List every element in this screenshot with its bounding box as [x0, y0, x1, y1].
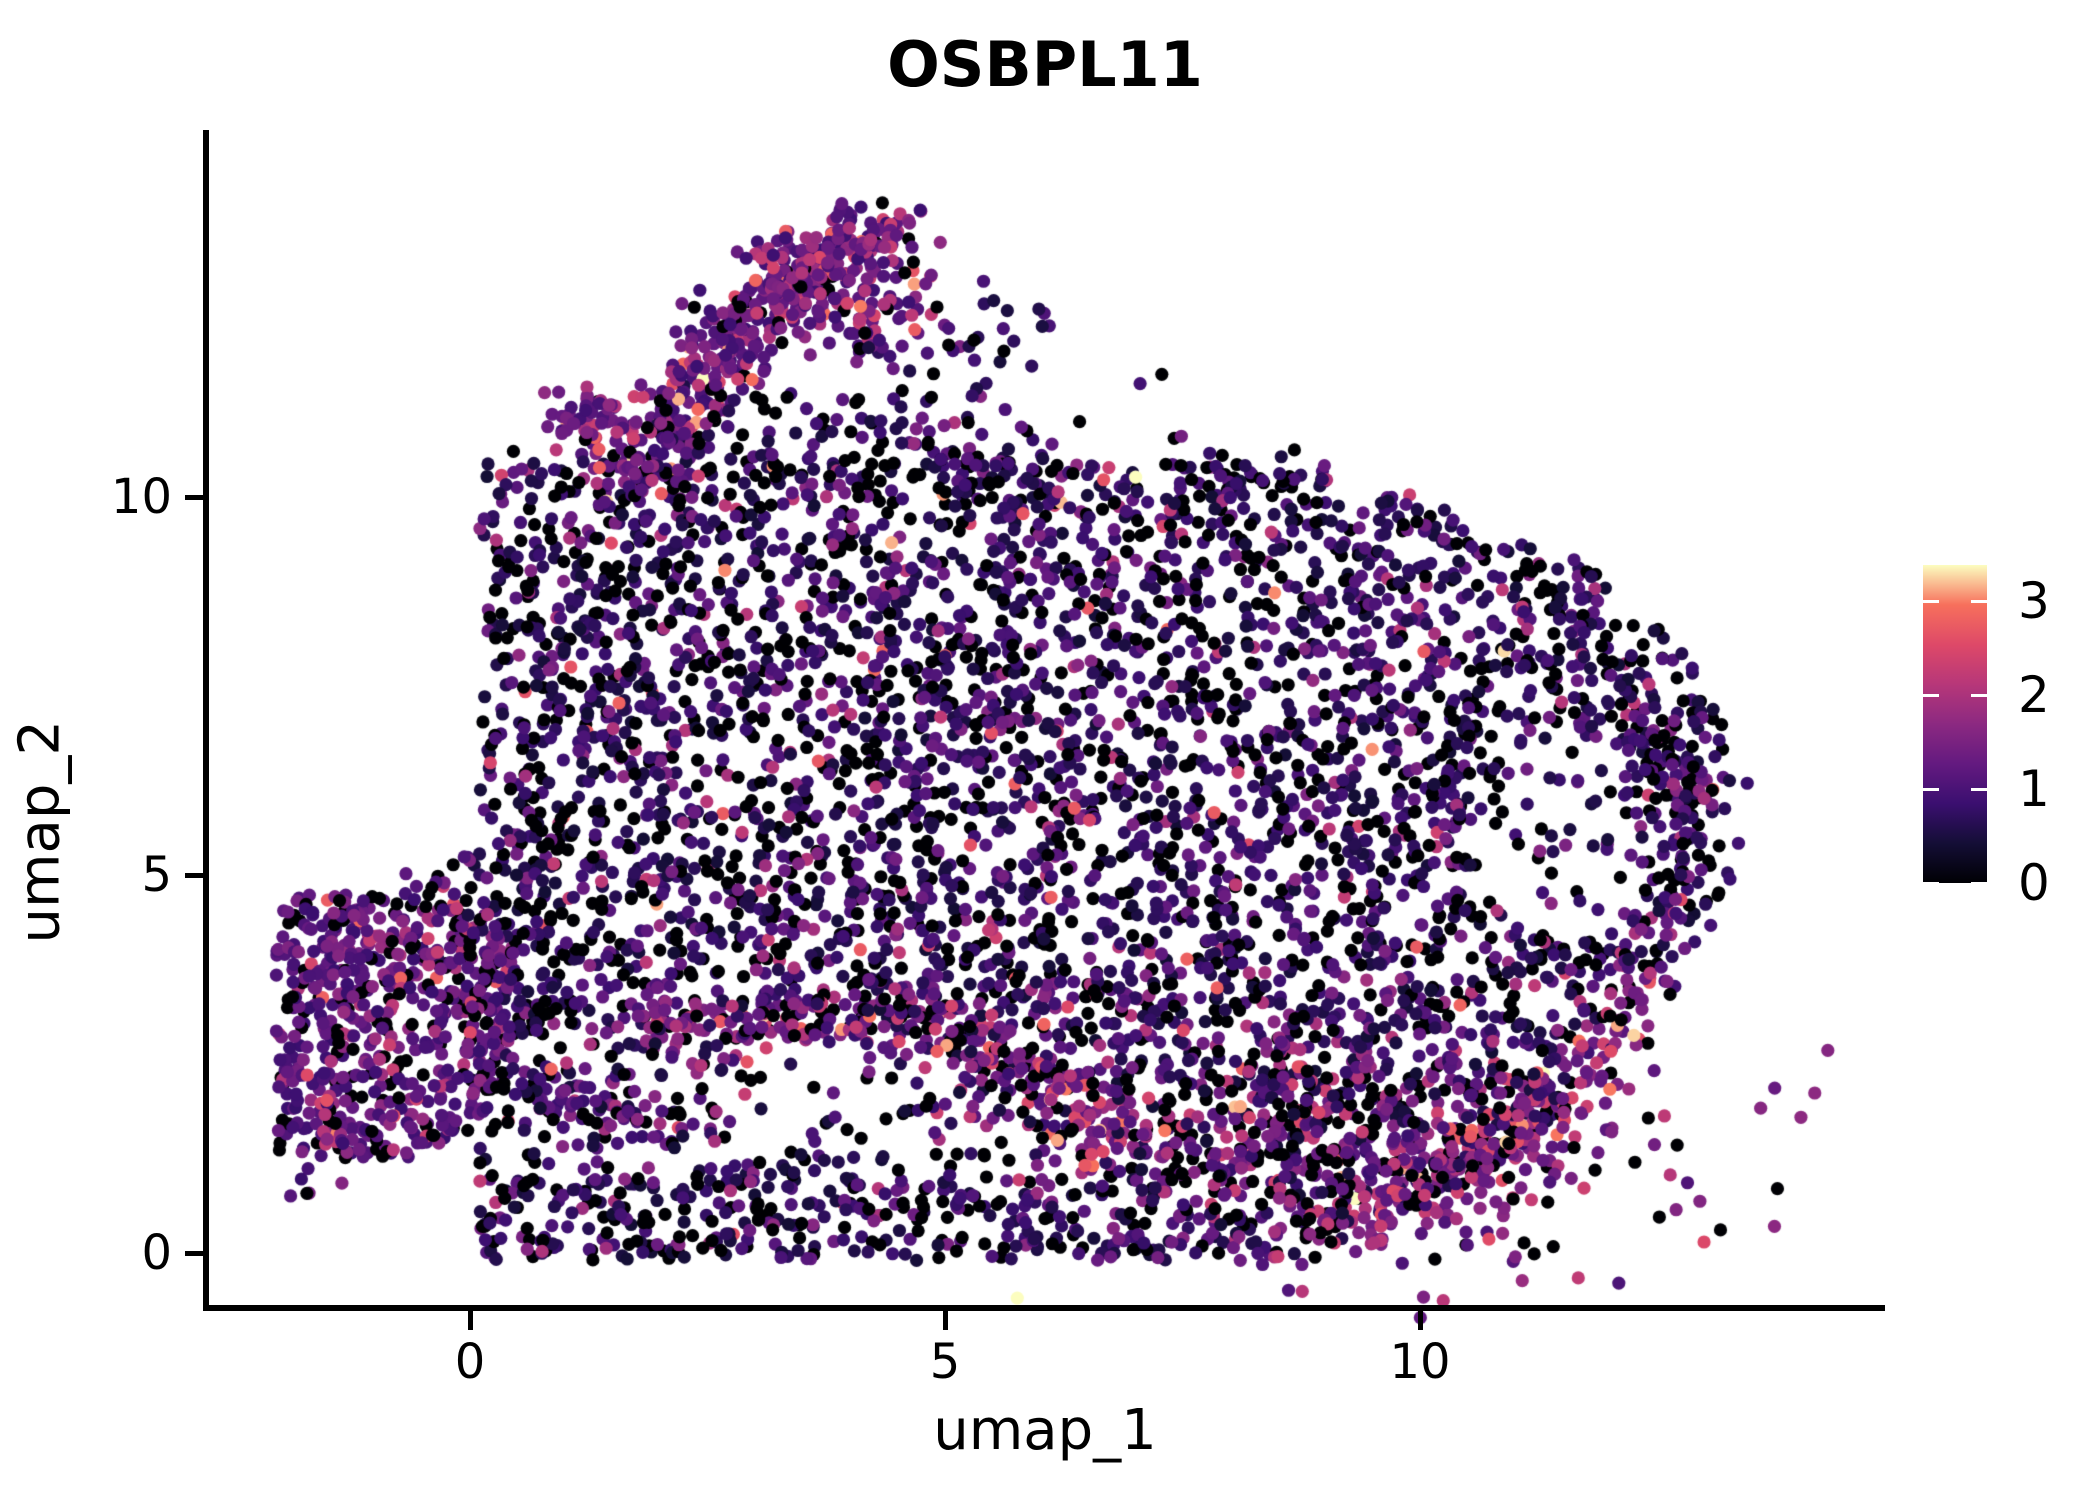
y-tick-mark [185, 873, 204, 878]
colorbar-tick-label: 0 [2018, 854, 2050, 912]
colorbar-tick-mark [1923, 787, 1939, 791]
y-tick-label: 5 [141, 847, 172, 903]
y-tick-label: 10 [110, 469, 172, 525]
x-tick-mark [1418, 1311, 1423, 1330]
y-tick-mark [185, 495, 204, 500]
y-tick-label: 0 [141, 1225, 172, 1281]
colorbar-tick-mark [1971, 693, 1987, 697]
colorbar-tick-mark [1971, 599, 1987, 603]
x-tick-mark [468, 1311, 473, 1330]
x-axis-line [203, 1305, 1885, 1311]
colorbar-gradient [1923, 565, 1987, 883]
colorbar-tick-label: 3 [2018, 572, 2050, 630]
colorbar-legend [1923, 565, 1987, 885]
y-axis-line [203, 130, 209, 1311]
x-tick-label: 0 [454, 1334, 486, 1390]
x-axis-label: umap_1 [933, 1398, 1157, 1463]
figure-title: OSBPL11 [887, 28, 1203, 101]
colorbar-tick-mark [1923, 693, 1939, 697]
colorbar-tick-label: 1 [2018, 760, 2050, 818]
colorbar-tick-label: 2 [2018, 666, 2050, 724]
colorbar-tick-mark [1923, 881, 1939, 885]
colorbar-tick-mark [1971, 881, 1987, 885]
y-tick-mark [185, 1251, 204, 1256]
colorbar-tick-mark [1923, 599, 1939, 603]
x-tick-label: 10 [1389, 1334, 1451, 1390]
x-tick-mark [943, 1311, 948, 1330]
colorbar-tick-mark [1971, 787, 1987, 791]
x-tick-label: 5 [929, 1334, 961, 1390]
